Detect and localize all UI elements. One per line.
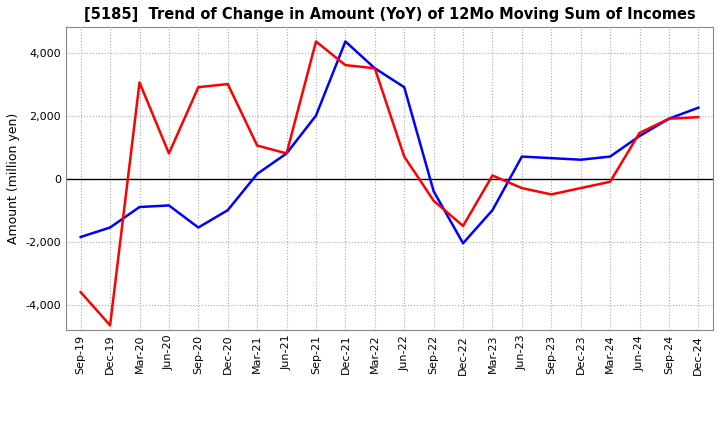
- Ordinary Income: [488, 208, 497, 213]
- Ordinary Income: [606, 154, 614, 159]
- Ordinary Income: [194, 225, 202, 230]
- Net Income: [635, 130, 644, 136]
- Ordinary Income: [665, 116, 673, 121]
- Ordinary Income: [312, 113, 320, 118]
- Net Income: [312, 39, 320, 44]
- Ordinary Income: [282, 151, 291, 156]
- Net Income: [135, 80, 144, 85]
- Ordinary Income: [106, 225, 114, 230]
- Ordinary Income: [547, 155, 556, 161]
- Net Income: [459, 223, 467, 228]
- Net Income: [488, 173, 497, 178]
- Net Income: [371, 66, 379, 71]
- Ordinary Income: [341, 39, 350, 44]
- Ordinary Income: [518, 154, 526, 159]
- Net Income: [165, 151, 174, 156]
- Net Income: [429, 198, 438, 203]
- Net Income: [194, 84, 202, 90]
- Net Income: [76, 290, 85, 295]
- Net Income: [282, 151, 291, 156]
- Ordinary Income: [400, 84, 408, 90]
- Ordinary Income: [577, 157, 585, 162]
- Ordinary Income: [76, 235, 85, 240]
- Net Income: [577, 185, 585, 191]
- Ordinary Income: [223, 208, 232, 213]
- Ordinary Income: [165, 203, 174, 208]
- Net Income: [547, 192, 556, 197]
- Line: Net Income: Net Income: [81, 41, 698, 325]
- Net Income: [106, 323, 114, 328]
- Net Income: [253, 143, 261, 148]
- Line: Ordinary Income: Ordinary Income: [81, 41, 698, 243]
- Ordinary Income: [135, 204, 144, 209]
- Ordinary Income: [253, 171, 261, 176]
- Ordinary Income: [694, 105, 703, 110]
- Net Income: [606, 179, 614, 184]
- Net Income: [665, 116, 673, 121]
- Ordinary Income: [635, 133, 644, 139]
- Net Income: [694, 114, 703, 120]
- Ordinary Income: [429, 189, 438, 194]
- Ordinary Income: [459, 241, 467, 246]
- Title: [5185]  Trend of Change in Amount (YoY) of 12Mo Moving Sum of Incomes: [5185] Trend of Change in Amount (YoY) o…: [84, 7, 696, 22]
- Net Income: [341, 62, 350, 68]
- Net Income: [400, 154, 408, 159]
- Y-axis label: Amount (million yen): Amount (million yen): [7, 113, 20, 244]
- Net Income: [518, 185, 526, 191]
- Net Income: [223, 81, 232, 87]
- Ordinary Income: [371, 66, 379, 71]
